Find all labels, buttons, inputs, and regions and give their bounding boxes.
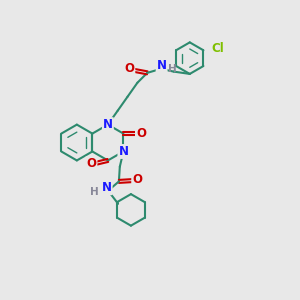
Text: H: H [168, 64, 177, 74]
Text: O: O [136, 127, 146, 140]
Text: O: O [86, 157, 96, 170]
Text: Cl: Cl [211, 42, 224, 55]
Text: N: N [103, 118, 113, 131]
Text: N: N [102, 181, 112, 194]
Text: O: O [132, 173, 142, 186]
Text: H: H [91, 187, 99, 196]
Text: O: O [124, 62, 134, 76]
Text: N: N [118, 145, 128, 158]
Text: N: N [157, 59, 166, 72]
